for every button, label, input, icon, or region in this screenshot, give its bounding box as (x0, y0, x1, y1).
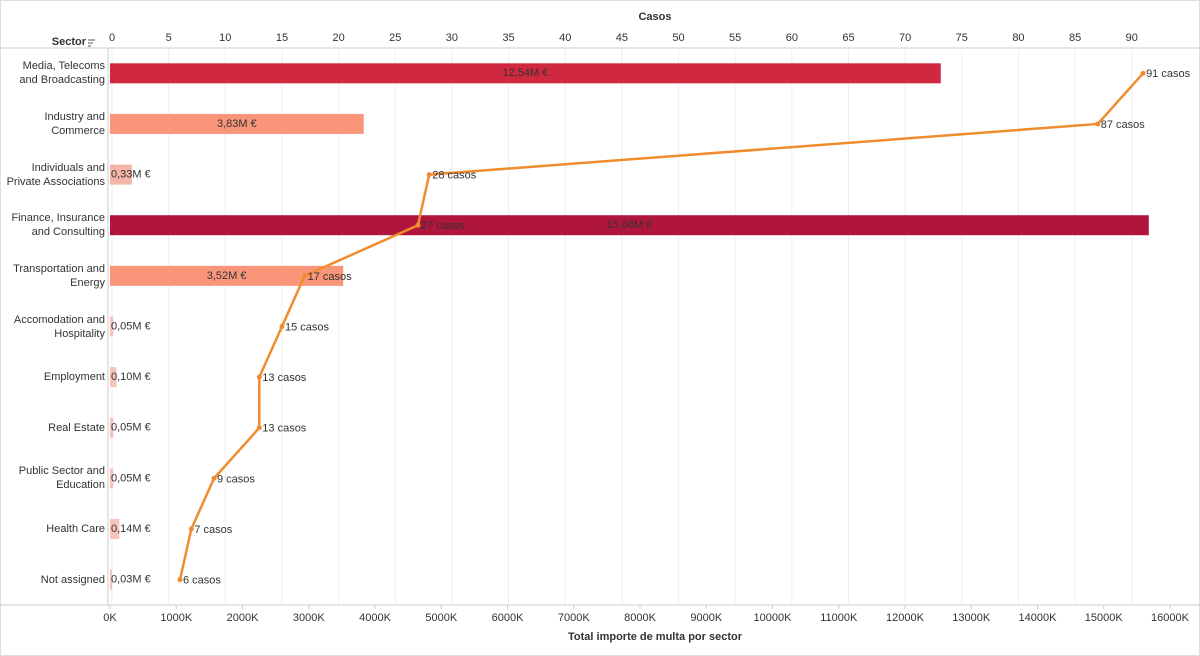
x2-tick-label: 15 (276, 32, 288, 44)
y-title: Sector (52, 36, 87, 48)
line-label: 9 casos (217, 473, 255, 485)
x-tick-label: 3000K (293, 612, 325, 624)
x2-tick-label: 40 (559, 32, 571, 44)
x2-title: Casos (638, 11, 671, 23)
x2-tick-label: 85 (1069, 32, 1081, 44)
x2-tick-label: 5 (166, 32, 172, 44)
bar-label: 0,14M € (111, 523, 151, 535)
x-tick-label: 6000K (492, 612, 524, 624)
x-title: Total importe de multa por sector (568, 631, 743, 643)
bar (110, 215, 1149, 236)
bar-label: 0,10M € (111, 371, 151, 383)
line-point (211, 475, 217, 481)
line-label: 87 casos (1101, 119, 1146, 131)
x-tick-label: 12000K (886, 612, 925, 624)
x-tick-label: 13000K (952, 612, 991, 624)
x2-tick-label: 35 (502, 32, 514, 44)
x2-tick-label: 55 (729, 32, 741, 44)
line-label: 27 casos (421, 220, 466, 232)
x2-tick-label: 65 (842, 32, 854, 44)
y-tick-label: Individuals and Private Associations (6, 161, 105, 188)
line-point (279, 324, 285, 329)
x2-tick-label: 70 (899, 32, 911, 44)
bar-label: 15,68M € (606, 219, 652, 231)
line-label: 13 casos (262, 423, 307, 435)
x-tick-label: 2000K (227, 612, 259, 624)
line-point (256, 425, 262, 431)
x-tick-label: 16000K (1151, 612, 1190, 624)
line-point (177, 577, 183, 583)
x2-tick-label: 25 (389, 32, 401, 44)
y-tick-label: Transportation and Energy (13, 262, 105, 289)
y-tick-label: Public Sector and Education (18, 465, 105, 492)
y-tick-label: Industry and Commerce (44, 110, 105, 137)
x-tick-label: 1000K (160, 612, 192, 624)
line-label: 91 casos (1146, 68, 1191, 80)
bar (110, 468, 114, 489)
bar (110, 417, 114, 438)
bar (110, 63, 941, 84)
y-tick-label: Health Care (46, 523, 105, 536)
line-label: 6 casos (183, 575, 221, 587)
x-tick-label: 0K (103, 612, 117, 624)
line-label: 28 casos (432, 169, 477, 181)
bar-label: 0,33M € (111, 168, 151, 180)
x2-tick-label: 60 (786, 32, 798, 44)
x-tick-label: 14000K (1019, 612, 1058, 624)
bar (110, 164, 132, 185)
line-label: 7 casos (194, 524, 232, 536)
y-tick-label: Employment (43, 371, 105, 384)
y-tick-label: Real Estate (48, 421, 105, 434)
x2-tick-label: 0 (109, 32, 115, 44)
line-point (415, 222, 421, 228)
bar-label: 12,54M € (502, 67, 548, 79)
line-point (426, 172, 432, 178)
bar-label: 0,03M € (111, 574, 151, 586)
bar (110, 316, 114, 337)
line-label: 13 casos (262, 372, 307, 384)
x2-tick-label: 90 (1126, 32, 1138, 44)
line-label: 15 casos (285, 321, 330, 333)
x-tick-label: 4000K (359, 612, 391, 624)
bar (110, 265, 344, 286)
x2-tick-label: 50 (672, 32, 684, 44)
bar (110, 367, 117, 388)
line-label: 17 casos (308, 271, 353, 283)
sort-icon[interactable] (88, 39, 95, 47)
bar-label: 0,05M € (111, 422, 151, 434)
x2-tick-label: 45 (616, 32, 628, 44)
y-tick-label: Not assigned (40, 573, 105, 586)
line-point (1095, 121, 1101, 127)
x-tick-label: 8000K (624, 612, 656, 624)
x2-tick-label: 20 (332, 32, 344, 44)
x-tick-label: 10000K (754, 612, 793, 624)
x-tick-label: 11000K (820, 612, 858, 624)
x2-tick-label: 75 (956, 32, 968, 44)
y-tick-label: Accomodation and Hospitality (13, 313, 105, 340)
line-point (188, 526, 194, 532)
bar-label: 0,05M € (111, 472, 151, 484)
x-tick-label: 7000K (558, 612, 590, 624)
x-tick-label: 9000K (690, 612, 722, 624)
bar-label: 3,83M € (217, 118, 257, 130)
bar (110, 519, 120, 540)
x-tick-label: 15000K (1085, 612, 1124, 624)
x2-tick-label: 80 (1012, 32, 1024, 44)
x2-tick-label: 10 (219, 32, 231, 44)
bar-label: 0,05M € (111, 320, 151, 332)
y-tick-label: Media, Telecoms and Broadcasting (19, 60, 105, 87)
line-point (1140, 70, 1146, 76)
line-point (302, 273, 308, 279)
bar (110, 113, 364, 134)
line-point (256, 374, 262, 380)
bar (110, 569, 112, 590)
y-tick-label: Finance, Insurance and Consulting (11, 212, 105, 239)
bar-label: 3,52M € (207, 270, 247, 282)
x2-tick-label: 30 (446, 32, 458, 44)
x-tick-label: 5000K (425, 612, 457, 624)
